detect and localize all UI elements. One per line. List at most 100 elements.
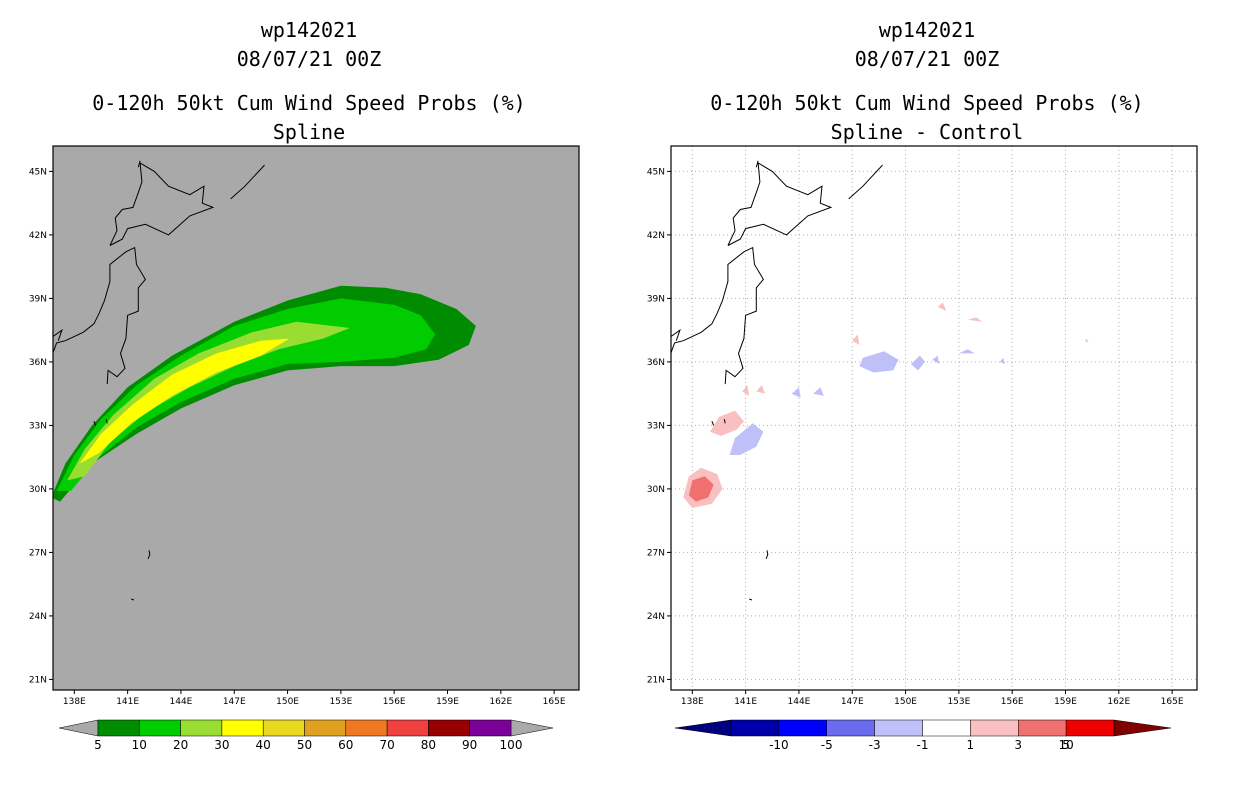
date-time-title: 08/07/21 00Z: [236, 47, 382, 71]
x-tick-label: 147E: [223, 697, 246, 707]
x-tick-label: 162E: [489, 697, 512, 707]
y-tick-label: 27N: [29, 548, 47, 558]
colorbar-swatch: [469, 719, 512, 737]
y-tick-label: 42N: [29, 231, 47, 241]
x-tick-label: 162E: [1107, 697, 1130, 707]
colorbar-label: 80: [421, 738, 436, 752]
x-tick-label: 159E: [1054, 697, 1077, 707]
x-tick-label: 141E: [734, 697, 757, 707]
panel-spline: wp142021 08/07/21 00Z 0-120h 50kt Cum Wi…: [29, 18, 580, 752]
coastline-4: [723, 418, 726, 424]
colorbar-swatch: [826, 719, 875, 737]
colorbar-label: -10: [769, 738, 789, 752]
colorbar-swatch: [304, 719, 347, 737]
colorbar-swatch: [922, 719, 971, 737]
y-tick-label: 24N: [647, 612, 665, 622]
colorbar-swatch: [1018, 719, 1067, 737]
y-tick-label: 36N: [647, 358, 665, 368]
storm-id-title: wp142021: [878, 18, 976, 42]
difference-patch-3: [729, 423, 764, 455]
colorbar-extend-high: [510, 719, 554, 737]
colorbar-swatch: [345, 719, 388, 737]
colorbar-spline: 5 10 20 30 40 50 60 70 80 90 100: [58, 719, 554, 752]
colorbar-swatch: [970, 719, 1019, 737]
coastline-2: [671, 328, 681, 341]
colorbar-swatch: [139, 719, 181, 737]
prob-contour-30-pct: [79, 338, 290, 464]
difference-patch-13: [958, 349, 975, 354]
difference-patch-4: [742, 385, 750, 396]
y-tick-label: 39N: [647, 294, 665, 304]
colorbar-swatch: [874, 719, 923, 737]
colorbar-label: 50: [297, 738, 312, 752]
x-tick-label: 147E: [841, 697, 864, 707]
coastline-6: [848, 164, 883, 200]
x-tick-label: 153E: [947, 697, 970, 707]
panel-spline-minus-control: wp142021 08/07/21 00Z 0-120h 50kt Cum Wi…: [618, 0, 1236, 800]
coastline-2: [53, 328, 63, 341]
map-plot-difference: 138E 141E 144E 147E 150E 153E 156E 159E 162E 165E…: [647, 145, 1198, 707]
coastline-5: [755, 160, 759, 168]
difference-patch-5: [756, 385, 766, 394]
colorbar-label: -1: [917, 738, 929, 752]
y-tick-label: 30N: [647, 485, 665, 495]
colorbar-label: 3: [1014, 738, 1022, 752]
colorbar-swatch: [1065, 719, 1115, 737]
difference-patch-1: [688, 476, 714, 502]
x-tick-label: 138E: [681, 697, 704, 707]
x-tick-label: 156E: [1001, 697, 1024, 707]
coastline-3: [711, 421, 715, 426]
x-tick-label: 165E: [543, 697, 566, 707]
coastline-3: [93, 421, 97, 426]
coastline-7: [147, 550, 151, 559]
colorbar-label: 30: [214, 738, 229, 752]
x-tick-label: 150E: [276, 697, 299, 707]
colorbar-label: 90: [462, 738, 477, 752]
colorbar-label: 5: [1062, 738, 1070, 752]
y-tick-label: 42N: [647, 231, 665, 241]
colorbar-label: -3: [869, 738, 881, 752]
colorbar-swatch: [386, 719, 429, 737]
prob-contour-20-pct: [67, 321, 350, 481]
coastline-0: [53, 246, 147, 385]
coastline-0: [671, 246, 765, 385]
y-tick-label: 33N: [29, 421, 47, 431]
colorbar-extend-low: [58, 719, 99, 737]
y-tick-label: 39N: [29, 294, 47, 304]
x-tick-label: 159E: [436, 697, 459, 707]
x-tick-label: 144E: [170, 697, 193, 707]
difference-patch-2: [710, 410, 744, 436]
y-tick-label: 21N: [29, 675, 47, 685]
colorbar-label: 10: [1058, 738, 1073, 752]
difference-patch-8: [852, 334, 860, 345]
difference-patch-9: [859, 351, 899, 373]
colorbar-label: 70: [379, 738, 394, 752]
colorbar-label: 1: [967, 738, 975, 752]
difference-patch-15: [967, 317, 982, 322]
coastline-4: [105, 418, 108, 424]
map-layer: [671, 146, 1197, 690]
colorbar-extend-high: [1113, 719, 1172, 737]
y-tick-label: 33N: [647, 421, 665, 431]
difference-patch-11: [932, 355, 940, 364]
coastline-6: [230, 164, 265, 200]
map-plot-spline: 138E 141E 144E 147E 150E 153E 156E 159E 162E 165E…: [29, 145, 580, 707]
colorbar-label: 60: [338, 738, 353, 752]
plot-frame: [52, 145, 580, 691]
colorbar-label: -5: [821, 738, 833, 752]
date-time-title: 08/07/21 00Z: [854, 47, 1000, 71]
colorbar-label: 100: [500, 738, 523, 752]
y-tick-label: 45N: [29, 167, 47, 177]
colorbar-label: 20: [173, 738, 188, 752]
y-tick-label: 21N: [647, 675, 665, 685]
colorbar-swatch: [97, 719, 140, 737]
y-tick-label: 45N: [647, 167, 665, 177]
subtitle: Spline: [272, 120, 346, 144]
y-tick-label: 30N: [29, 485, 47, 495]
x-tick-label: 156E: [383, 697, 406, 707]
colorbar-swatch: [778, 719, 827, 737]
product-title: 0-120h 50kt Cum Wind Speed Probs (%): [710, 91, 1144, 115]
colorbar-difference: -10 -5 -3 -1 1 3 510: [674, 719, 1172, 752]
y-tick-label: 24N: [29, 612, 47, 622]
product-title: 0-120h 50kt Cum Wind Speed Probs (%): [92, 91, 526, 115]
